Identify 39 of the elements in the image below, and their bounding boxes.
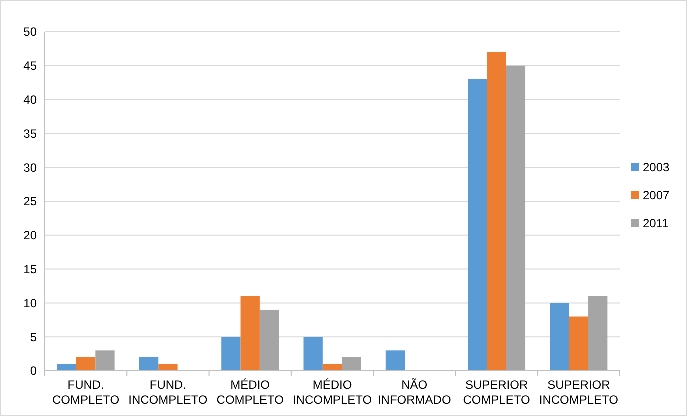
- bar: [139, 357, 159, 371]
- bar: [260, 310, 280, 371]
- x-tick-label: MÉDIO INCOMPLETO: [292, 378, 372, 407]
- y-tick-label: 0: [30, 364, 38, 378]
- bar: [588, 296, 608, 371]
- y-tick-label: 15: [24, 262, 38, 276]
- y-tick-label: 35: [24, 126, 38, 141]
- bar: [506, 66, 526, 371]
- bar: [158, 364, 178, 371]
- bar: [76, 357, 96, 371]
- x-tick-label: SUPERIOR INCOMPLETO: [539, 378, 618, 407]
- y-tick-label: 40: [24, 93, 38, 107]
- legend-label: 2007: [643, 188, 670, 203]
- legend-label: 2011: [643, 216, 670, 231]
- bar: [569, 316, 589, 371]
- bar: [240, 296, 260, 371]
- y-tick-label: 5: [30, 330, 38, 344]
- x-tick-label: FUND. INCOMPLETO: [128, 378, 208, 407]
- bar: [386, 350, 406, 371]
- bar: [304, 337, 323, 371]
- bar: [487, 52, 506, 371]
- bar: [550, 303, 570, 371]
- bar: [57, 364, 76, 371]
- y-tick-label: 30: [24, 160, 38, 175]
- bar: [96, 350, 115, 371]
- bar: [468, 79, 488, 371]
- bar: [322, 364, 342, 371]
- y-tick-label: 10: [24, 296, 38, 310]
- x-tick-label: MÉDIO COMPLETO: [216, 378, 284, 407]
- x-tick-label: NÃO INFORMADO: [378, 378, 452, 407]
- x-tick-label: FUND. COMPLETO: [52, 378, 120, 407]
- x-tick-label: SUPERIOR COMPLETO: [463, 378, 530, 407]
- y-tick-label: 25: [24, 194, 38, 209]
- bar: [342, 357, 362, 371]
- y-tick-label: 20: [24, 228, 38, 243]
- y-tick-label: 45: [24, 59, 38, 74]
- y-tick-label: 50: [24, 25, 38, 40]
- bar: [222, 337, 241, 371]
- legend-label: 2003: [643, 160, 670, 175]
